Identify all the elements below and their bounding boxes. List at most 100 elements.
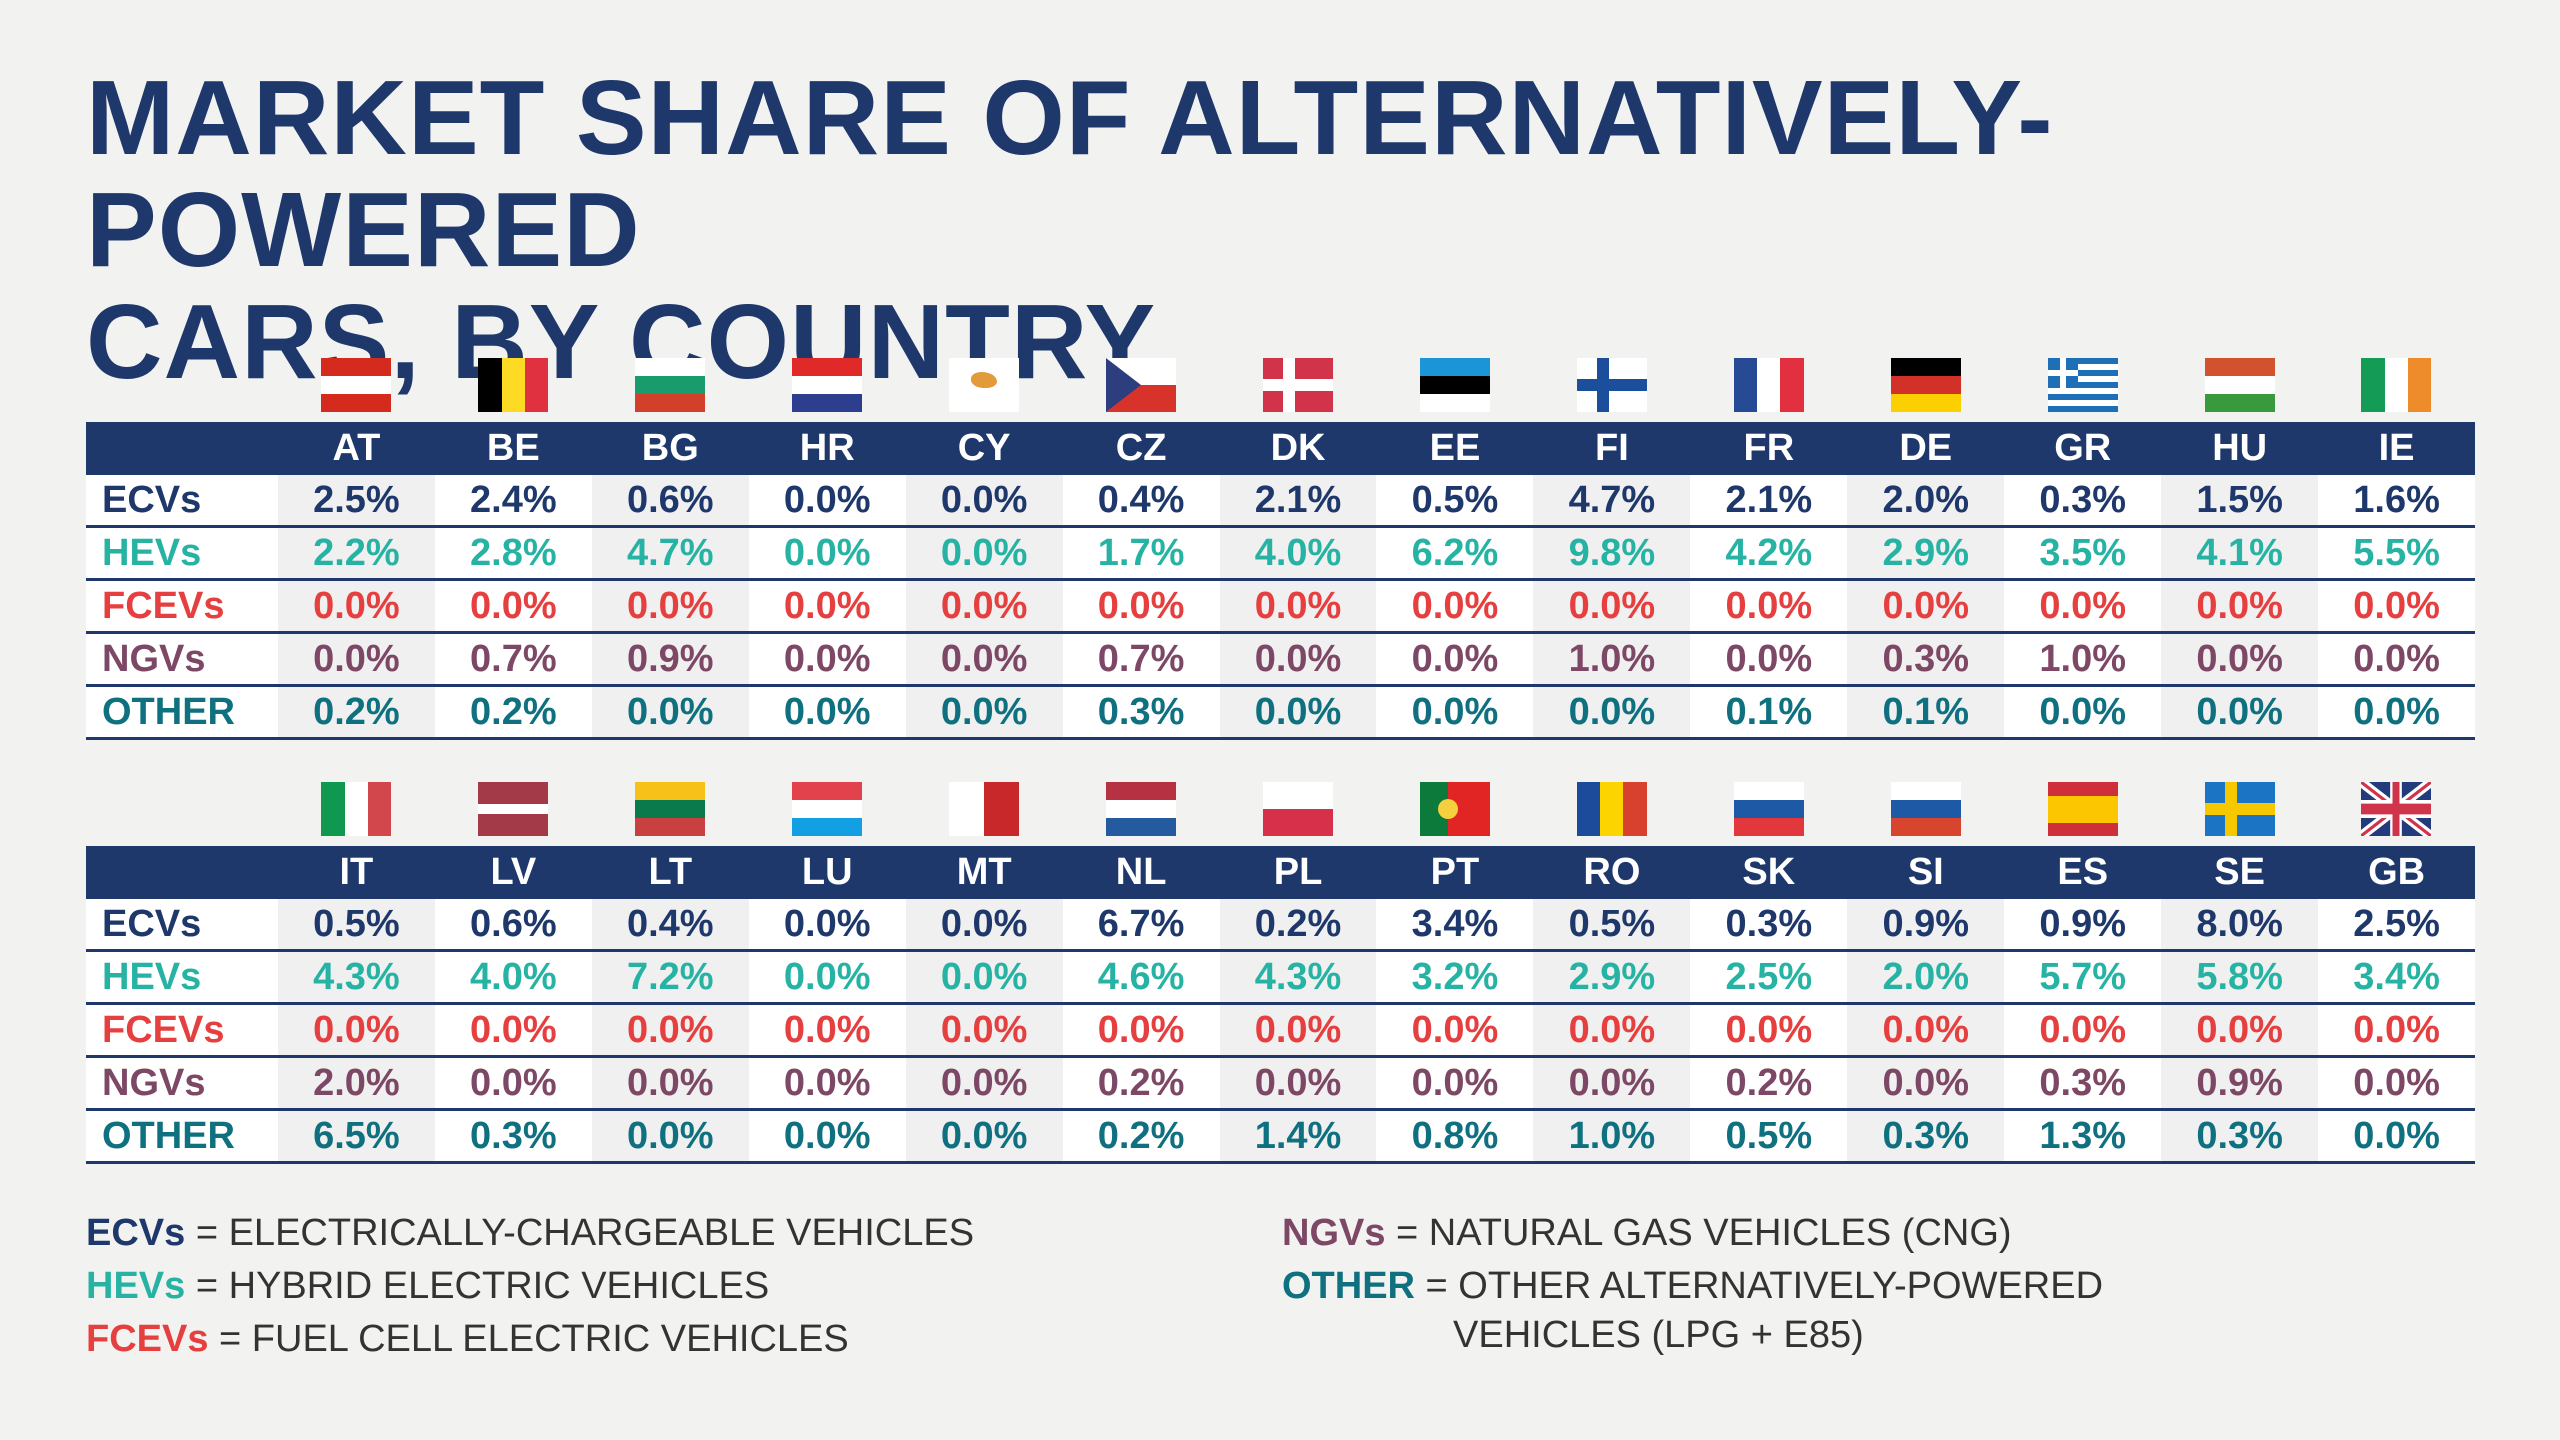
table-cell: 0.0% bbox=[1097, 1009, 1185, 1051]
page-title: MARKET SHARE OF ALTERNATIVELY-POWERED CA… bbox=[86, 62, 2560, 398]
country-code: FI bbox=[1595, 427, 1629, 469]
table-cell: 0.3% bbox=[2161, 1111, 2319, 1161]
table-cell: 0.0% bbox=[905, 581, 1063, 631]
table-cell: 0.0% bbox=[1219, 687, 1377, 737]
table-cell: 0.0% bbox=[1219, 1005, 1377, 1055]
country-code: BG bbox=[641, 427, 699, 469]
flag-cy-icon bbox=[906, 352, 1063, 412]
table-cell: 2.5% bbox=[1725, 956, 1813, 998]
country-code: LT bbox=[648, 851, 693, 893]
table-cell: 0.0% bbox=[591, 687, 749, 737]
table-cell: 0.0% bbox=[2353, 1115, 2440, 1157]
table-cell: 3.5% bbox=[2039, 532, 2127, 574]
table-cell: 0.8% bbox=[1411, 1115, 1499, 1157]
country-code: LV bbox=[490, 851, 537, 893]
table-cell: 0.0% bbox=[2039, 1009, 2127, 1051]
table-cell: 1.7% bbox=[1097, 532, 1185, 574]
table-cell: 0.0% bbox=[1097, 585, 1185, 627]
table-cell: 0.0% bbox=[905, 528, 1063, 578]
table-cell: 0.0% bbox=[277, 634, 435, 684]
table-cell: 0.9% bbox=[1847, 899, 2005, 949]
table-cell: 1.6% bbox=[2353, 479, 2440, 521]
table-cell: 0.4% bbox=[1097, 479, 1185, 521]
table-cell: 0.9% bbox=[2161, 1058, 2319, 1108]
table-cell: 2.1% bbox=[1219, 475, 1377, 525]
legend-abbr: HEVs bbox=[86, 1265, 186, 1307]
table-cell: 6.5% bbox=[277, 1111, 435, 1161]
legend-text: = HYBRID ELECTRIC VEHICLES bbox=[185, 1265, 770, 1307]
table-cell: 0.0% bbox=[905, 899, 1063, 949]
table-cell: 0.0% bbox=[277, 1005, 435, 1055]
table-cell: 0.5% bbox=[1725, 1115, 1813, 1157]
country-code: AT bbox=[332, 427, 381, 469]
flag-row bbox=[278, 352, 2475, 412]
country-code: DE bbox=[1899, 427, 1953, 469]
table-cell: 0.3% bbox=[1847, 634, 2005, 684]
flag-at-icon bbox=[278, 352, 435, 412]
table-cell: 0.0% bbox=[1411, 585, 1499, 627]
table-cell: 0.0% bbox=[783, 532, 871, 574]
country-code: FR bbox=[1743, 427, 1795, 469]
table-cell: 0.0% bbox=[1533, 1005, 1691, 1055]
table-cell: 9.8% bbox=[1533, 528, 1691, 578]
table-row-ecvs: ECVs 0.5% 0.6% 0.4% 0.0% 0.0% 6.7% 0.2% 3.4% 0.5%… bbox=[86, 899, 2475, 952]
flag-fi-icon bbox=[1533, 352, 1690, 412]
table-cell: 0.0% bbox=[1847, 1005, 2005, 1055]
table-header: AT BE BG HR CY CZ DK EE FI FR DE GR HU IE bbox=[86, 422, 2475, 475]
table-cell: 0.0% bbox=[2039, 691, 2127, 733]
country-code: LU bbox=[801, 851, 853, 893]
legend-text: = NATURAL GAS VEHICLES (CNG) bbox=[1385, 1212, 2012, 1254]
country-code: RO bbox=[1583, 851, 1641, 893]
table-row-ngvs: NGVs 0.0% 0.7% 0.9% 0.0% 0.0% 0.7% 0.0% 0.0% 1.0%… bbox=[86, 634, 2475, 687]
country-code: ES bbox=[2057, 851, 2109, 893]
flag-be-icon bbox=[435, 352, 592, 412]
country-code: GR bbox=[2054, 427, 2112, 469]
table-cell: 0.0% bbox=[1219, 1058, 1377, 1108]
table-cell: 7.2% bbox=[591, 952, 749, 1002]
table-cell: 0.0% bbox=[1533, 1058, 1691, 1108]
table-cell: 8.0% bbox=[2161, 899, 2319, 949]
table-cell: 0.0% bbox=[1219, 581, 1377, 631]
country-code: PT bbox=[1430, 851, 1480, 893]
table-cell: 1.3% bbox=[2039, 1115, 2127, 1157]
flag-si-icon bbox=[1847, 776, 2004, 836]
table-cell: 0.0% bbox=[591, 581, 749, 631]
legend-right: NGVs = NATURAL GAS VEHICLES (CNG) OTHER … bbox=[1282, 1207, 2103, 1357]
table-cell: 2.4% bbox=[470, 479, 557, 521]
row-label: HEVs bbox=[102, 955, 202, 998]
table-cell: 2.2% bbox=[277, 528, 435, 578]
table-cell: 3.2% bbox=[1411, 956, 1499, 998]
country-code: SE bbox=[2214, 851, 2265, 893]
table-cell: 0.3% bbox=[2039, 1062, 2127, 1104]
table-cell: 0.0% bbox=[2039, 585, 2127, 627]
table-cell: 0.0% bbox=[905, 687, 1063, 737]
table-cell: 0.0% bbox=[783, 638, 871, 680]
table-cell: 0.5% bbox=[277, 899, 435, 949]
table-cell: 2.1% bbox=[1725, 479, 1813, 521]
table-cell: 0.0% bbox=[1411, 691, 1499, 733]
table-cell: 0.0% bbox=[1847, 581, 2005, 631]
country-code: SI bbox=[1907, 851, 1944, 893]
table-cell: 4.7% bbox=[591, 528, 749, 578]
country-code: EE bbox=[1429, 427, 1481, 469]
table-row-other: OTHER 6.5% 0.3% 0.0% 0.0% 0.0% 0.2% 1.4% 0.8% 1.0… bbox=[86, 1111, 2475, 1164]
table-row-fcevs: FCEVs 0.0% 0.0% 0.0% 0.0% 0.0% 0.0% 0.0% 0.0% 0.0… bbox=[86, 581, 2475, 634]
flag-gr-icon bbox=[2004, 352, 2161, 412]
table-cell: 0.0% bbox=[905, 1058, 1063, 1108]
table-cell: 0.0% bbox=[783, 1115, 871, 1157]
table-cell: 1.4% bbox=[1219, 1111, 1377, 1161]
table-cell: 0.0% bbox=[2353, 585, 2440, 627]
flag-de-icon bbox=[1847, 352, 2004, 412]
table-cell: 0.0% bbox=[1725, 638, 1813, 680]
country-code: GB bbox=[2368, 851, 2426, 893]
table-cell: 0.2% bbox=[277, 687, 435, 737]
table-row-fcevs: FCEVs 0.0% 0.0% 0.0% 0.0% 0.0% 0.0% 0.0% 0.0% 0.0… bbox=[86, 1005, 2475, 1058]
legend-text: = FUEL CELL ELECTRIC VEHICLES bbox=[208, 1318, 849, 1360]
flag-hr-icon bbox=[749, 352, 906, 412]
legend-ngv: NGVs = NATURAL GAS VEHICLES (CNG) bbox=[1282, 1207, 2103, 1260]
table-cell: 1.5% bbox=[2161, 475, 2319, 525]
table-row-hevs: HEVs 2.2% 2.8% 4.7% 0.0% 0.0% 1.7% 4.0% 6.2% 9.8%… bbox=[86, 528, 2475, 581]
legend-other: OTHER = OTHER ALTERNATIVELY-POWERED VEHI… bbox=[1282, 1260, 2103, 1357]
legend-abbr: NGVs bbox=[1282, 1212, 1386, 1254]
table-cell: 0.0% bbox=[2161, 1005, 2319, 1055]
